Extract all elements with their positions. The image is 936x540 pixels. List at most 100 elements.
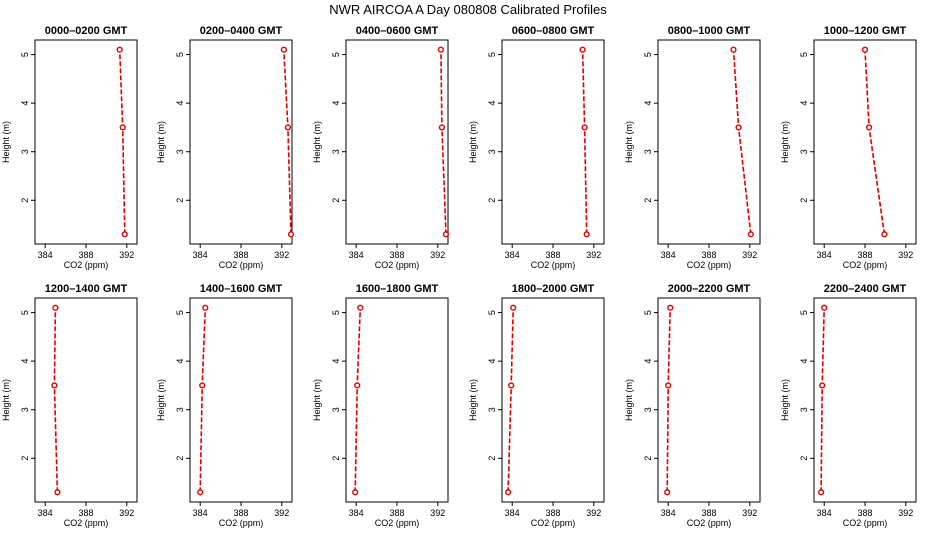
y-tick-label: 4 [799, 359, 809, 364]
data-point [119, 124, 126, 131]
y-tick-label: 4 [175, 101, 185, 106]
x-tick-label: 392 [898, 250, 913, 260]
y-tick-label: 3 [331, 407, 341, 412]
x-tick-label: 388 [233, 250, 248, 260]
data-point [730, 46, 737, 53]
x-tick-label: 392 [274, 250, 289, 260]
x-tick-label: 392 [274, 508, 289, 518]
profile-line [440, 49, 447, 235]
data-point [197, 489, 204, 496]
panel-title: 0200–0400 GMT [200, 25, 283, 37]
y-axis-label: Height (m) [780, 379, 790, 421]
data-point [505, 489, 512, 496]
x-tick-label: 384 [817, 508, 832, 518]
y-axis-label: Height (m) [780, 121, 790, 163]
y-tick-label: 2 [487, 198, 497, 203]
y-tick-label: 4 [20, 359, 30, 364]
x-tick-label: 388 [701, 250, 716, 260]
y-tick-label: 5 [175, 310, 185, 315]
data-point [865, 124, 873, 131]
y-axis-label: Height (m) [624, 379, 634, 421]
y-axis-label: Height (m) [468, 121, 478, 163]
x-axis-label: CO2 (ppm) [375, 518, 420, 528]
y-tick-label: 3 [799, 149, 809, 154]
y-tick-label: 5 [799, 310, 809, 315]
y-tick-label: 2 [799, 198, 809, 203]
panel-9: 1800–2000 GMT 384 388 392 2 3 4 5 CO2 (ppm) Heigh… [468, 283, 605, 528]
panel-1: 0200–0400 GMT 384 388 392 2 3 4 5 CO2 (ppm) Heigh… [156, 25, 295, 270]
y-tick-label: 2 [331, 198, 341, 203]
panel-title: 0600–0800 GMT [512, 25, 595, 37]
profile-line [283, 49, 292, 235]
x-tick-label: 384 [38, 250, 53, 260]
data-point [438, 124, 445, 131]
y-tick-label: 5 [331, 52, 341, 57]
x-tick-label: 384 [193, 508, 208, 518]
y-tick-label: 3 [799, 407, 809, 412]
profile-line [581, 49, 588, 235]
x-tick-label: 392 [430, 508, 445, 518]
data-point [352, 489, 359, 496]
data-point [508, 382, 515, 389]
x-axis-label: CO2 (ppm) [531, 260, 576, 270]
x-tick-label: 388 [389, 250, 404, 260]
y-tick-label: 3 [331, 149, 341, 154]
plot-frame [813, 39, 917, 245]
panel-4: 0800–1000 GMT 384 388 392 2 3 4 5 CO2 (ppm) Heigh… [624, 25, 761, 270]
data-point [51, 382, 58, 389]
panel-title: 1200–1400 GMT [45, 283, 128, 295]
y-tick-label: 3 [487, 407, 497, 412]
panel-10: 2000–2200 GMT 384 388 392 2 3 4 5 CO2 (ppm) Heigh… [624, 283, 761, 528]
y-tick-label: 2 [175, 198, 185, 203]
y-tick-label: 5 [487, 310, 497, 315]
x-axis-label: CO2 (ppm) [64, 518, 109, 528]
profile-line [732, 49, 752, 235]
data-point [581, 124, 588, 131]
y-tick-label: 5 [175, 52, 185, 57]
x-tick-label: 392 [586, 250, 601, 260]
data-point [510, 304, 517, 311]
x-tick-label: 388 [545, 508, 560, 518]
y-tick-label: 3 [175, 149, 185, 154]
data-point [821, 304, 828, 311]
panel-title: 2000–2200 GMT [668, 283, 751, 295]
y-tick-label: 2 [799, 456, 809, 461]
profile-line [820, 307, 825, 493]
data-point [583, 231, 590, 238]
plot-frame [657, 39, 761, 245]
y-tick-label: 3 [175, 407, 185, 412]
data-point [116, 46, 123, 53]
y-tick-label: 3 [20, 407, 30, 412]
x-axis-label: CO2 (ppm) [219, 518, 264, 528]
panel-title: 2200–2400 GMT [824, 283, 907, 295]
data-point [665, 382, 672, 389]
panel-title: 1400–1600 GMT [200, 283, 283, 295]
y-tick-label: 3 [643, 149, 653, 154]
y-tick-label: 2 [487, 456, 497, 461]
profile-line [864, 49, 886, 235]
data-point [287, 231, 295, 238]
panel-title: 0400–0600 GMT [356, 25, 439, 37]
x-tick-label: 392 [742, 250, 757, 260]
panel-3: 0600–0800 GMT 384 388 392 2 3 4 5 CO2 (ppm) Heigh… [468, 25, 605, 270]
y-tick-label: 3 [20, 149, 30, 154]
plot-frame [345, 297, 449, 503]
plot-frame [501, 297, 605, 503]
y-tick-label: 4 [643, 359, 653, 364]
y-tick-label: 4 [643, 101, 653, 106]
plot-frame [34, 39, 138, 245]
y-tick-label: 4 [799, 101, 809, 106]
data-point [664, 489, 671, 496]
x-tick-label: 392 [742, 508, 757, 518]
y-tick-label: 4 [175, 359, 185, 364]
plot-frame [501, 39, 605, 245]
y-tick-label: 4 [20, 101, 30, 106]
x-tick-label: 384 [505, 508, 520, 518]
y-tick-label: 3 [487, 149, 497, 154]
x-axis-label: CO2 (ppm) [843, 518, 888, 528]
y-tick-label: 2 [20, 456, 30, 461]
profile-line [53, 307, 59, 493]
y-tick-label: 5 [643, 52, 653, 57]
panels-grid: 0000–0200 GMT 384 388 392 2 3 4 5 CO2 (ppm) Heigh… [1, 25, 917, 528]
y-tick-label: 5 [20, 52, 30, 57]
